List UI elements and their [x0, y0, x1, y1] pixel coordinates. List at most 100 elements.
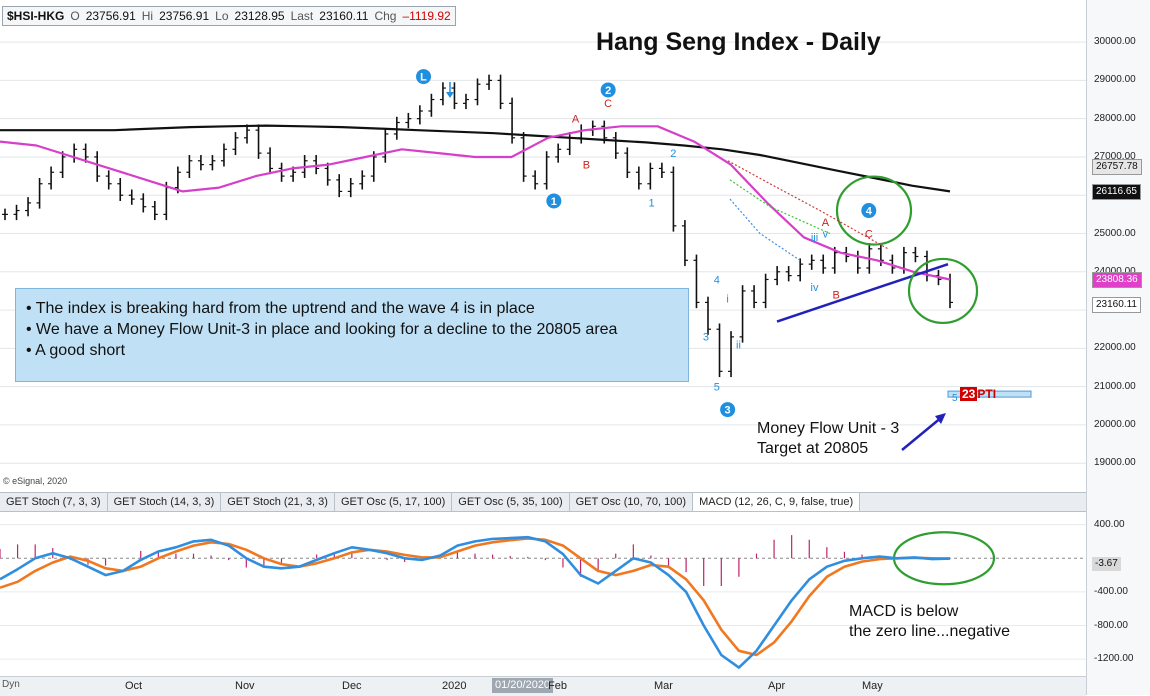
wave-marker-label: 2 — [605, 85, 611, 97]
tab-osc-5-17[interactable]: GET Osc (5, 17, 100) — [335, 493, 453, 511]
dyn-label[interactable]: Dyn — [2, 679, 20, 690]
open-label: O — [70, 9, 80, 23]
chart-annotations: 5 — [446, 82, 1032, 586]
wave-label: i — [726, 293, 728, 305]
month-label: Mar — [654, 680, 673, 692]
target-box — [947, 390, 1032, 398]
wave-marker-label: 3 — [725, 405, 731, 417]
macd-note-line1: MACD is below — [849, 603, 959, 620]
price-tag-last: 23160.11 — [1092, 296, 1141, 313]
target-wave-label: 5 — [952, 393, 958, 404]
high-value: 23756.91 — [159, 9, 210, 23]
price-tick-label: 22000.00 — [1094, 342, 1136, 354]
macd-note: MACD is below the zero line...negative — [849, 602, 1010, 642]
price-tick-label: 27000.00 — [1094, 150, 1136, 162]
wave-label: C — [604, 98, 612, 110]
price-tick-label: 29000.00 — [1094, 74, 1136, 86]
target-note: Money Flow Unit - 3 Target at 20805 — [757, 419, 899, 459]
wave-label: iii — [811, 232, 818, 244]
month-label: Apr — [768, 680, 786, 692]
tab-stoch-14[interactable]: GET Stoch (14, 3, 3) — [108, 493, 222, 511]
uptrend-line — [776, 262, 949, 323]
wave-label: 1 — [649, 198, 655, 210]
quote-bar: $HSI-HKG O 23756.91 Hi 23756.91 Lo 23128… — [2, 6, 456, 26]
wave-label: iv — [811, 282, 819, 294]
macd-note-line2: the zero line...negative — [849, 623, 1010, 640]
long-moving-average — [0, 124, 951, 193]
target-arrow — [901, 416, 943, 451]
projection-red — [727, 160, 889, 250]
month-label: Oct — [125, 680, 143, 692]
wave-label: B — [583, 159, 590, 171]
tab-stoch-7[interactable]: GET Stoch (7, 3, 3) — [0, 493, 108, 511]
mid-moving-average — [0, 125, 951, 281]
price-tag-mid-ma: 23808.36 — [1092, 272, 1142, 289]
commentary-line: • A good short — [26, 342, 126, 359]
wave-label: B — [833, 290, 840, 302]
pti-number: 23 — [960, 387, 978, 401]
low-label: Lo — [215, 9, 229, 23]
price-tick-label: 30000.00 — [1094, 36, 1136, 48]
wave-label: 5 — [714, 381, 720, 393]
target-note-line1: Money Flow Unit - 3 — [757, 420, 900, 437]
wave-label: v — [823, 228, 829, 240]
last-value: 23160.11 — [319, 9, 369, 23]
wave-label: A — [822, 217, 830, 229]
long-ma-line — [0, 124, 951, 193]
wave-marker — [861, 203, 877, 219]
wave-marker — [720, 402, 736, 418]
price-axis[interactable] — [1086, 0, 1150, 695]
wave4-circle — [835, 175, 913, 246]
high-label: Hi — [141, 9, 154, 23]
open-value: 23756.91 — [85, 9, 136, 23]
crosshair-date: 01/20/2020 — [492, 678, 554, 693]
last-label: Last — [290, 9, 314, 23]
wave-label: ii — [736, 339, 741, 351]
signal-line — [0, 537, 951, 657]
tab-macd[interactable]: MACD (12, 26, C, 9, false, true) — [693, 493, 861, 511]
price-tick-label: 20000.00 — [1094, 418, 1136, 430]
price-series — [2, 74, 953, 378]
quote-symbol[interactable]: $HSI-HKG — [7, 9, 65, 23]
month-label: May — [862, 680, 883, 692]
month-label: Feb — [548, 680, 567, 692]
chart-title: Hang Seng Index - Daily — [596, 28, 881, 56]
projection-green — [729, 179, 831, 235]
pti-label: PTI — [977, 387, 997, 401]
price-tick-label: 21000.00 — [1094, 380, 1136, 392]
price-tick-label: 19000.00 — [1094, 457, 1136, 469]
tab-stoch-21[interactable]: GET Stoch (21, 3, 3) — [221, 493, 335, 511]
commentary-line: • We have a Money Flow Unit-3 in place a… — [26, 321, 618, 338]
mid-ma-line — [0, 125, 951, 281]
wave-marker — [600, 82, 616, 98]
breakdown-circle — [907, 257, 979, 325]
macd-series — [0, 535, 951, 669]
commentary-line: • The index is breaking hard from the up… — [26, 300, 535, 317]
month-label: Dec — [342, 680, 362, 692]
tab-osc-5-35[interactable]: GET Osc (5, 35, 100) — [452, 493, 570, 511]
macd-grid — [0, 524, 1086, 660]
price-tick-label: 24000.00 — [1094, 266, 1136, 277]
macd-tick-label: -400.00 — [1094, 585, 1128, 597]
copyright: © eSignal, 2020 — [3, 476, 68, 486]
wave-label: C — [865, 228, 873, 240]
wave-marker — [546, 193, 562, 209]
month-label: 2020 — [442, 680, 467, 692]
indicator-tabs: GET Stoch (7, 3, 3) GET Stoch (14, 3, 3)… — [0, 492, 1086, 512]
month-label: Nov — [235, 680, 255, 692]
change-value: –1119.92 — [402, 9, 451, 23]
change-label: Chg — [374, 9, 397, 23]
price-tick-label: 28000.00 — [1094, 112, 1136, 124]
wave-marker-label: 1 — [551, 196, 557, 208]
wave-label: 3 — [703, 332, 709, 344]
wave-label: A — [572, 114, 580, 126]
tab-osc-10-70[interactable]: GET Osc (10, 70, 100) — [570, 493, 694, 511]
wave-label: 4 — [714, 274, 720, 286]
target-note-line2: Target at 20805 — [757, 440, 869, 457]
price-tag-sma: 26757.78 — [1092, 159, 1142, 176]
macd-value-tag: -3.67 — [1092, 557, 1121, 571]
target-arrow-head — [935, 413, 946, 424]
l-arrow-head — [446, 92, 454, 98]
